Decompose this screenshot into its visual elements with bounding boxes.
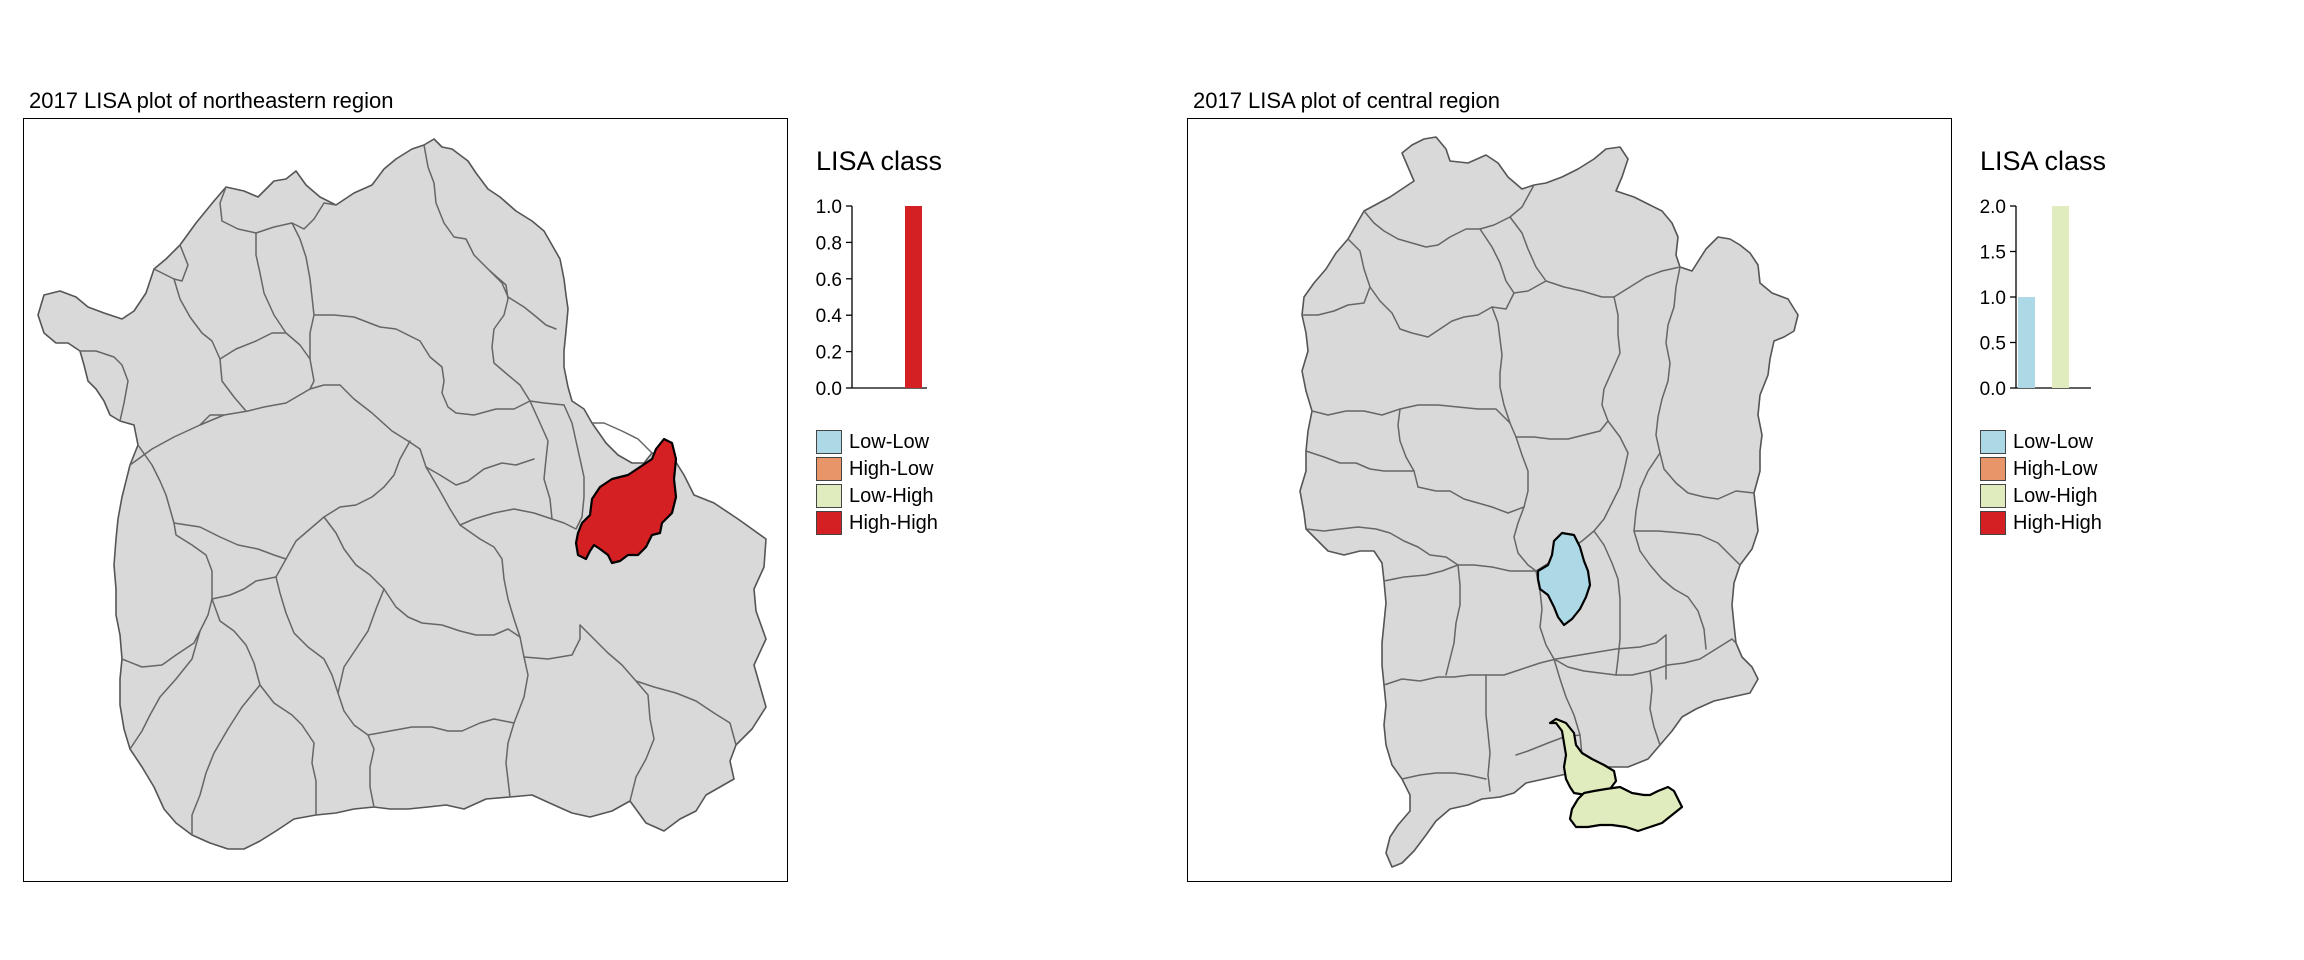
legend-label-low-high: Low-High bbox=[2013, 484, 2098, 507]
legend-list-central: Low-Low High-Low Low-High High-High bbox=[1980, 428, 2102, 536]
histogram-tick-label: 0.6 bbox=[816, 270, 842, 291]
panel-title-northeastern: 2017 LISA plot of northeastern region bbox=[29, 88, 394, 113]
legend-item-high-low: High-Low bbox=[816, 455, 938, 482]
legend-item-high-high: High-High bbox=[816, 509, 938, 536]
legend-item-low-high: Low-High bbox=[816, 482, 938, 509]
legend-swatch-high-low bbox=[816, 456, 842, 481]
legend-swatch-low-high bbox=[816, 483, 842, 508]
legend-swatch-high-high bbox=[816, 510, 842, 535]
legend-item-low-high: Low-High bbox=[1980, 482, 2102, 509]
panel-title-central: 2017 LISA plot of central region bbox=[1193, 88, 1500, 113]
legend-swatch-high-low bbox=[1980, 456, 2006, 481]
legend-label-high-high: High-High bbox=[2013, 511, 2102, 534]
central-district-boundaries bbox=[1301, 184, 1755, 792]
northeastern-region-outline bbox=[37, 138, 767, 850]
histogram-tick-label: 0.0 bbox=[1980, 379, 2006, 400]
legend-label-low-high: Low-High bbox=[849, 484, 934, 507]
histogram-bar-low-low bbox=[2018, 297, 2035, 388]
legend-swatch-low-high bbox=[1980, 483, 2006, 508]
legend-label-high-low: High-Low bbox=[849, 457, 934, 480]
histogram-bar-low-high bbox=[2052, 206, 2069, 388]
legend-item-high-high: High-High bbox=[1980, 509, 2102, 536]
lisa-class-histogram-northeastern: 0.0 0.2 0.4 0.6 0.8 1.0 bbox=[816, 197, 927, 400]
legend-item-low-low: Low-Low bbox=[816, 428, 938, 455]
northeastern-map bbox=[37, 138, 767, 850]
central-region-outline bbox=[1299, 136, 1799, 868]
map-frame-central bbox=[1187, 118, 1952, 882]
histogram-tick-label: 1.5 bbox=[1980, 243, 2006, 264]
histogram-tick-label: 0.2 bbox=[816, 343, 842, 364]
lisa-class-histogram-central: 0.0 0.5 1.0 1.5 2.0 bbox=[1980, 197, 2091, 400]
low-low-region bbox=[1536, 531, 1592, 627]
histogram-tick-label: 0.4 bbox=[816, 306, 843, 327]
central-map bbox=[1299, 136, 1799, 868]
histogram-tick-label: 1.0 bbox=[816, 197, 842, 218]
legend-label-high-low: High-Low bbox=[2013, 457, 2098, 480]
legend-label-high-high: High-High bbox=[849, 511, 938, 534]
legend-label-low-low: Low-Low bbox=[2013, 430, 2094, 453]
histogram-tick-label: 0.8 bbox=[816, 233, 842, 254]
legend-title-central: LISA class bbox=[1980, 146, 2107, 176]
histogram-tick-label: 0.5 bbox=[1980, 334, 2006, 355]
legend-title-northeastern: LISA class bbox=[816, 146, 943, 176]
map-frame-northeastern bbox=[23, 118, 788, 882]
high-high-region bbox=[574, 437, 678, 565]
legend-label-low-low: Low-Low bbox=[849, 430, 930, 453]
northeastern-district-boundaries bbox=[79, 144, 737, 836]
legend-list-northeastern: Low-Low High-Low Low-High High-High bbox=[816, 428, 938, 536]
histogram-tick-label: 2.0 bbox=[1980, 197, 2006, 218]
histogram-tick-label: 0.0 bbox=[816, 379, 842, 400]
legend-item-high-low: High-Low bbox=[1980, 455, 2102, 482]
legend-swatch-low-low bbox=[1980, 429, 2006, 454]
legend-item-low-low: Low-Low bbox=[1980, 428, 2102, 455]
low-high-region-2 bbox=[1568, 785, 1684, 833]
legend-swatch-high-high bbox=[1980, 510, 2006, 535]
histogram-bar-high-high bbox=[905, 206, 922, 388]
histogram-tick-label: 1.0 bbox=[1980, 288, 2006, 309]
legend-swatch-low-low bbox=[816, 429, 842, 454]
